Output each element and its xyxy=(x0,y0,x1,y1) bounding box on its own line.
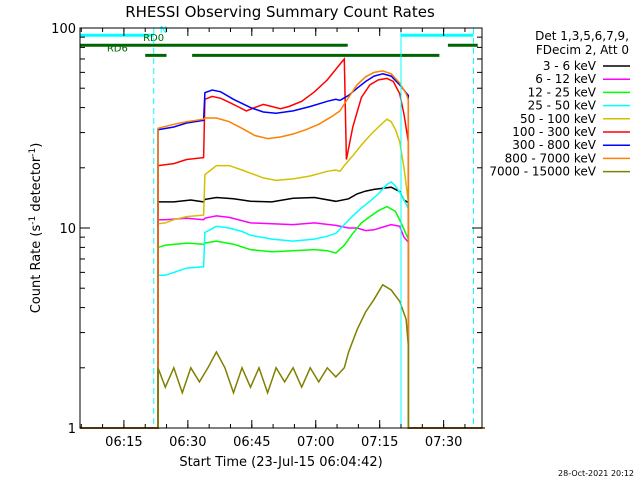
chart-title: RHESSI Observing Summary Count Rates xyxy=(125,3,435,21)
series-line-1 xyxy=(80,215,485,429)
legend-label-3: 25 - 50 keV xyxy=(528,99,597,113)
x-tick-label-0: 06:15 xyxy=(105,435,142,450)
y-tick-label-1: 10 xyxy=(59,222,76,237)
legend-label-4: 50 - 100 keV xyxy=(520,112,597,126)
y-axis-ticks: 1 10 100 xyxy=(51,22,482,437)
x-tick-label-1: 06:30 xyxy=(169,435,206,450)
series-line-4 xyxy=(80,118,485,429)
bar-label-n: N xyxy=(160,25,167,36)
legend-label-1: 6 - 12 keV xyxy=(535,72,597,86)
legend-label-8: 7000 - 15000 keV xyxy=(489,165,596,179)
y-axis-label-part: Count Rate (s xyxy=(29,225,44,314)
x-tick-label-4: 07:15 xyxy=(361,435,398,450)
series-line-7 xyxy=(80,70,485,429)
legend-label-7: 800 - 7000 keV xyxy=(505,151,597,165)
series-line-2 xyxy=(80,205,485,429)
y-axis-label: Count Rate (s-1 detector-1) xyxy=(28,143,44,314)
y-axis-label-part: detector xyxy=(29,156,44,216)
legend-label-2: 12 - 25 keV xyxy=(528,85,597,99)
legend-header-line-2: FDecim 2, Att 0 xyxy=(536,43,629,57)
y-tick-label-2: 100 xyxy=(51,22,76,37)
legend-label-6: 300 - 800 keV xyxy=(512,138,596,152)
x-tick-label-2: 06:45 xyxy=(233,435,270,450)
plot-frame xyxy=(79,27,483,429)
x-axis-ticks: 06:15 06:30 06:45 07:00 07:15 07:30 xyxy=(80,28,466,450)
legend-label-0: 3 - 6 keV xyxy=(543,59,597,73)
y-axis-label-part: ) xyxy=(29,143,44,148)
series-line-3 xyxy=(80,180,485,429)
legend-label-5: 100 - 300 keV xyxy=(512,125,596,139)
y-axis-label-superscript: -1 xyxy=(28,216,38,225)
footer-date: 28-Oct-2021 20:12 xyxy=(558,469,634,478)
x-axis-label: Start Time (23-Jul-15 06:04:42) xyxy=(179,455,382,470)
series-line-0 xyxy=(80,186,485,429)
y-axis-label-superscript: -1 xyxy=(28,148,38,157)
legend-header-line-1: Det 1,3,5,6,7,9, xyxy=(535,29,629,43)
series-line-5 xyxy=(80,56,485,429)
series-line-8 xyxy=(80,283,485,429)
series-layer xyxy=(80,56,485,429)
bar-label-rd6: RD6 xyxy=(107,43,128,54)
x-tick-label-3: 07:00 xyxy=(297,435,334,450)
x-tick-label-5: 07:30 xyxy=(425,435,462,450)
series-line-6 xyxy=(80,73,485,429)
y-tick-label-0: 1 xyxy=(68,422,76,437)
